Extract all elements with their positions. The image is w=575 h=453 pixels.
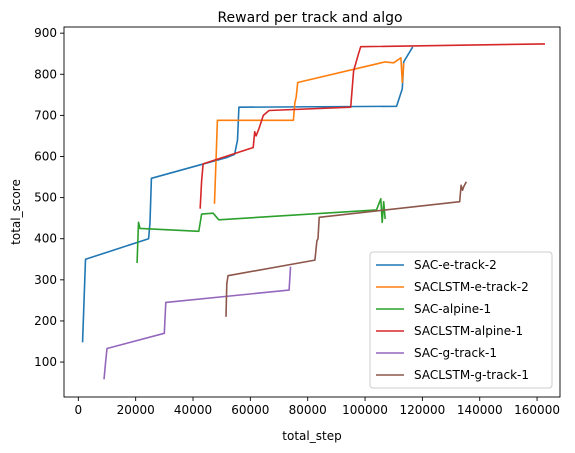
series-line-5 — [225, 181, 468, 317]
y-tick-label-8: 900 — [34, 26, 57, 40]
x-axis: 0 20000 40000 60000 80000 100000 120000 140000 1… — [75, 397, 560, 417]
x-axis-label: total_step — [282, 429, 341, 443]
series-line-0 — [81, 46, 414, 343]
series-line-3 — [199, 43, 546, 209]
series-line-2 — [136, 198, 386, 264]
x-tick-label-6: 120000 — [399, 403, 445, 417]
x-tick-label-4: 80000 — [289, 403, 327, 417]
x-tick-label-2: 40000 — [174, 403, 212, 417]
legend: SAC-e-track-2 SACLSTM-e-track-2 SAC-alpine… — [369, 251, 553, 389]
y-tick-label-5: 600 — [34, 150, 57, 164]
y-tick-label-2: 300 — [34, 273, 57, 287]
legend-label-0: SAC-e-track-2 — [414, 258, 497, 272]
legend-label-3: SACLSTM-alpine-1 — [414, 324, 523, 338]
legend-label-1: SACLSTM-e-track-2 — [414, 280, 529, 294]
plot-frame — [63, 26, 561, 398]
legend-label-5: SACLSTM-g-track-1 — [414, 368, 529, 382]
chart-title: Reward per track and algo — [217, 10, 402, 26]
y-tick-label-7: 800 — [34, 67, 57, 81]
y-tick-label-6: 700 — [34, 108, 57, 122]
legend-box — [369, 251, 553, 389]
y-tick-label-1: 200 — [34, 314, 57, 328]
y-tick-label-0: 100 — [34, 355, 57, 369]
y-tick-label-3: 400 — [34, 232, 57, 246]
x-tick-label-3: 60000 — [231, 403, 269, 417]
y-axis: 100 200 300 400 500 600 700 800 900 — [34, 26, 64, 369]
series-line-4 — [103, 266, 292, 380]
y-axis-label: total_score — [9, 179, 23, 245]
x-tick-label-1: 20000 — [117, 403, 155, 417]
series-line-1 — [213, 56, 405, 204]
y-tick-label-4: 500 — [34, 191, 57, 205]
x-tick-label-0: 0 — [75, 403, 83, 417]
legend-label-4: SAC-g-track-1 — [414, 346, 497, 360]
x-tick-label-5: 100000 — [342, 403, 388, 417]
x-tick-label-8: 160000 — [514, 403, 560, 417]
legend-label-2: SAC-alpine-1 — [414, 302, 491, 316]
x-tick-label-7: 140000 — [457, 403, 503, 417]
series-layer — [81, 43, 546, 380]
